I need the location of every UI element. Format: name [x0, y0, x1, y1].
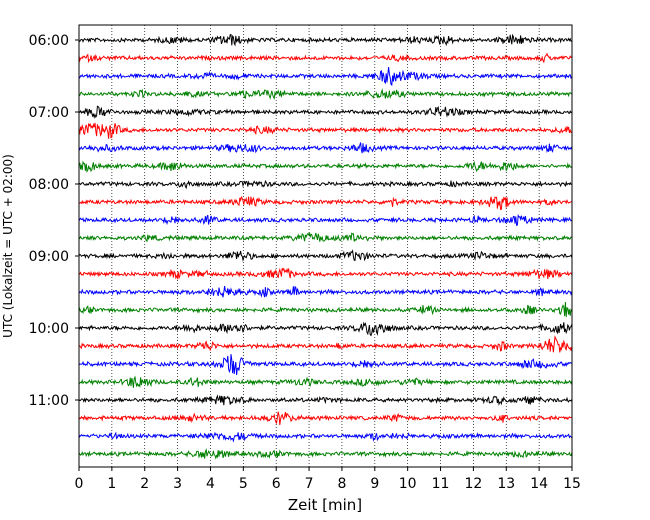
trace-row-20	[78, 394, 573, 407]
y-tick-label-07:00: 07:00	[29, 105, 69, 121]
trace-row-7	[78, 160, 573, 173]
y-axis: 06:00 07:00 08:00 09:00 10:00 11:00	[29, 33, 79, 409]
trace-row-16	[78, 321, 573, 337]
trace-group	[78, 33, 573, 460]
x-tick-label-15: 15	[563, 476, 581, 492]
x-tick-label-6: 6	[272, 476, 281, 492]
trace-row-6	[78, 142, 573, 154]
trace-row-2	[78, 67, 573, 86]
x-axis-label: Zeit [min]	[288, 496, 362, 514]
x-tick-label-10: 10	[399, 476, 417, 492]
y-tick-label-06:00: 06:00	[29, 33, 69, 49]
trace-row-23	[78, 448, 573, 460]
trace-row-5	[78, 122, 572, 139]
trace-row-15	[78, 301, 573, 318]
x-tick-label-4: 4	[206, 476, 215, 492]
x-tick-label-7: 7	[305, 476, 314, 492]
x-tick-label-1: 1	[107, 476, 116, 492]
x-tick-label-5: 5	[239, 476, 248, 492]
x-tick-label-8: 8	[337, 476, 346, 492]
x-tick-label-12: 12	[464, 476, 482, 492]
x-tick-label-2: 2	[140, 476, 149, 492]
trace-row-8	[78, 179, 572, 190]
x-tick-label-14: 14	[530, 476, 548, 492]
y-tick-label-08:00: 08:00	[29, 177, 69, 193]
x-tick-label-11: 11	[432, 476, 450, 492]
trace-row-4	[78, 105, 573, 119]
x-tick-label-3: 3	[173, 476, 182, 492]
trace-row-0	[78, 33, 573, 47]
x-tick-label-0: 0	[75, 476, 84, 492]
trace-row-21	[78, 411, 572, 426]
trace-row-11	[78, 231, 573, 243]
trace-row-1	[78, 52, 573, 64]
trace-row-14	[78, 285, 573, 298]
y-tick-label-10:00: 10:00	[29, 321, 69, 337]
trace-row-12	[78, 249, 573, 262]
x-axis: 0 1 2 3 4 5 6 7 8 9 10 11 12 13 14 15	[75, 467, 581, 492]
y-tick-label-09:00: 09:00	[29, 249, 69, 265]
y-axis-label: UTC (Lokalzeit = UTC + 02:00)	[1, 154, 15, 338]
trace-row-17	[78, 335, 573, 353]
x-tick-label-9: 9	[370, 476, 379, 492]
trace-row-19	[78, 375, 573, 388]
plot-frame	[78, 24, 573, 468]
trace-row-9	[78, 195, 573, 211]
x-tick-label-13: 13	[497, 476, 515, 492]
plot-area	[79, 25, 572, 467]
trace-row-13	[78, 267, 573, 280]
trace-row-18	[78, 354, 572, 376]
trace-row-22	[78, 431, 573, 443]
trace-row-3	[78, 88, 573, 100]
trace-row-10	[78, 213, 573, 227]
y-tick-label-11:00: 11:00	[29, 393, 69, 409]
